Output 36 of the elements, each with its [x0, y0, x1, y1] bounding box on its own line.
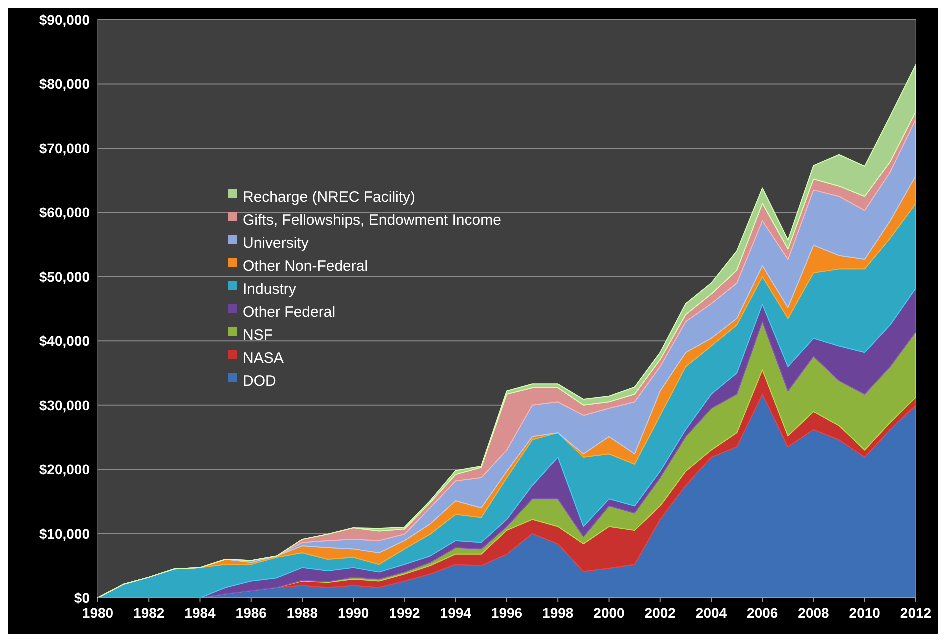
y-tick-label: $70,000 — [39, 140, 90, 156]
legend-label: DOD — [243, 372, 276, 390]
y-tick-label: $10,000 — [39, 526, 90, 542]
y-tick-label: $0 — [74, 590, 90, 606]
x-tick-label: 1998 — [542, 605, 574, 621]
x-tick-label: 1996 — [491, 605, 523, 621]
legend-label: Other Non-Federal — [243, 258, 368, 275]
x-tick-label: 2010 — [849, 605, 881, 621]
y-tick-label: $30,000 — [39, 397, 90, 414]
y-tick-label: $40,000 — [39, 333, 90, 350]
x-tick-label: 1984 — [184, 605, 216, 621]
y-tick-label: $50,000 — [39, 268, 90, 285]
legend-label: Other Federal — [243, 304, 336, 321]
y-tick-label: $80,000 — [39, 76, 90, 92]
legend-label: Industry — [243, 280, 297, 298]
x-tick-label: 1990 — [338, 605, 370, 621]
x-tick-label: 1982 — [134, 605, 165, 621]
y-tick-label: $60,000 — [39, 204, 90, 221]
legend-label: University — [243, 234, 310, 252]
legend-label: NASA — [243, 350, 284, 367]
x-tick-label: 2008 — [798, 605, 830, 621]
y-tick-label: $90,000 — [39, 12, 90, 28]
legend-label: NSF — [243, 326, 273, 344]
x-tick-label: 2006 — [747, 605, 778, 621]
x-tick-label: 2012 — [900, 605, 932, 621]
x-tick-label: 2002 — [644, 605, 676, 621]
x-tick-label: 1994 — [440, 605, 472, 621]
y-tick-label: $20,000 — [39, 462, 90, 478]
x-tick-label: 2000 — [594, 605, 626, 621]
x-tick-label: 2004 — [696, 605, 728, 621]
legend-label: Recharge (NREC Facility) — [243, 188, 416, 206]
x-tick-label: 1992 — [389, 605, 421, 621]
legend-label: Gifts, Fellowships, Endowment Income — [243, 212, 502, 229]
x-tick-label: 1980 — [82, 605, 114, 621]
x-tick-label: 1986 — [236, 605, 268, 621]
x-tick-label: 1988 — [286, 605, 318, 621]
